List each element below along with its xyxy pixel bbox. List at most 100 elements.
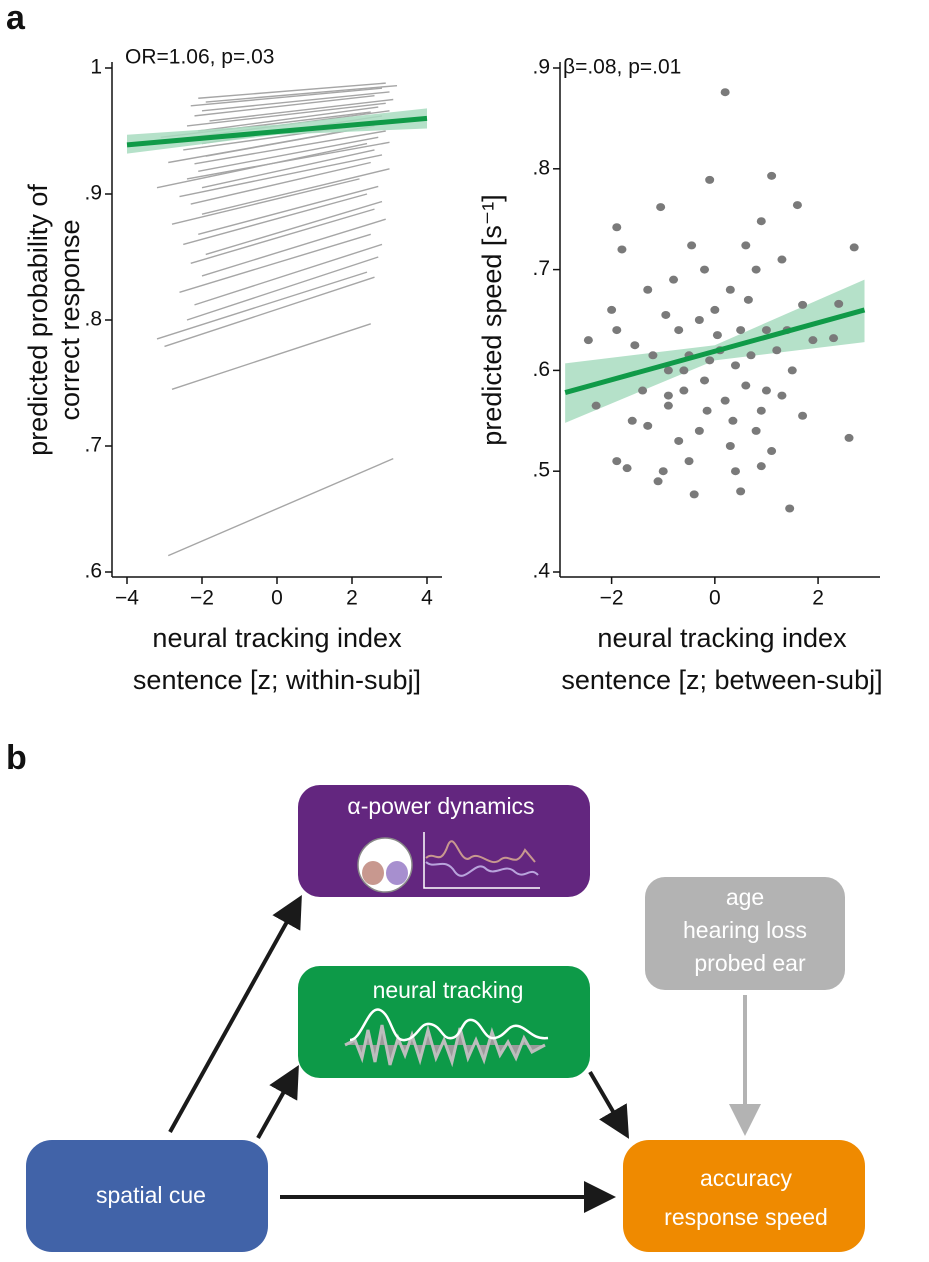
point bbox=[622, 464, 632, 473]
x-axis-label: neural tracking index bbox=[597, 623, 847, 653]
x-tick-label: 4 bbox=[421, 587, 433, 610]
y-tick-label: .9 bbox=[532, 56, 550, 79]
subject-line bbox=[171, 178, 360, 225]
point bbox=[705, 356, 715, 365]
subject-line bbox=[179, 233, 371, 293]
point bbox=[591, 401, 601, 410]
point bbox=[663, 366, 673, 375]
point bbox=[725, 285, 735, 294]
x-tick-label: 0 bbox=[709, 587, 721, 610]
point bbox=[746, 351, 756, 360]
point bbox=[736, 487, 746, 496]
x-tick-label: 0 bbox=[271, 587, 283, 610]
subject-line bbox=[194, 243, 383, 306]
point bbox=[627, 416, 637, 425]
subject-line bbox=[156, 271, 368, 340]
subject-line bbox=[168, 127, 360, 164]
point bbox=[834, 299, 844, 308]
subject-line bbox=[186, 102, 386, 127]
point bbox=[751, 426, 761, 435]
y-tick-label: .9 bbox=[84, 182, 102, 205]
point bbox=[583, 336, 593, 345]
y-axis-label: predicted probability of bbox=[23, 184, 53, 456]
point bbox=[767, 447, 777, 456]
y-tick-label: .6 bbox=[532, 358, 550, 381]
point bbox=[689, 490, 699, 499]
point bbox=[658, 467, 668, 476]
point bbox=[702, 406, 712, 415]
point bbox=[648, 351, 658, 360]
point bbox=[700, 376, 710, 385]
fit-line bbox=[126, 115, 428, 148]
point bbox=[630, 341, 640, 350]
point bbox=[756, 406, 766, 415]
point bbox=[798, 300, 808, 309]
x-tick-label: 2 bbox=[346, 587, 358, 610]
subject-line bbox=[156, 142, 368, 189]
x-axis-label: sentence [z; between-subj] bbox=[561, 665, 882, 695]
point bbox=[730, 467, 740, 476]
point bbox=[798, 411, 808, 420]
point bbox=[663, 401, 673, 410]
point bbox=[741, 241, 751, 250]
point bbox=[694, 426, 704, 435]
point bbox=[700, 265, 710, 274]
point bbox=[761, 326, 771, 335]
subject-line bbox=[201, 91, 390, 112]
node-label: response speed bbox=[664, 1204, 828, 1230]
y-tick-label: .5 bbox=[532, 459, 550, 482]
subject-line bbox=[201, 168, 390, 215]
subject-line bbox=[194, 95, 375, 117]
subject-line bbox=[194, 130, 386, 165]
point bbox=[607, 305, 617, 314]
point bbox=[612, 457, 622, 466]
x-tick-label: −2 bbox=[190, 587, 214, 610]
point bbox=[656, 203, 666, 212]
subject-line bbox=[198, 136, 379, 173]
point bbox=[674, 326, 684, 335]
panel-label: b bbox=[6, 739, 27, 777]
y-tick-label: .7 bbox=[84, 434, 102, 457]
node-label: hearing loss bbox=[683, 917, 807, 943]
point bbox=[612, 223, 622, 232]
y-tick-label: .4 bbox=[532, 560, 550, 583]
arrow bbox=[588, 1070, 630, 1139]
point bbox=[743, 295, 753, 304]
point bbox=[792, 201, 802, 210]
annotation: β=.08, p=.01 bbox=[563, 56, 681, 79]
arrow bbox=[256, 1065, 299, 1139]
point bbox=[785, 504, 795, 513]
subject-line bbox=[201, 149, 375, 189]
point bbox=[761, 386, 771, 395]
point bbox=[772, 346, 782, 355]
arrows bbox=[168, 895, 630, 1213]
point bbox=[712, 331, 722, 340]
y-tick-label: .8 bbox=[84, 308, 102, 331]
subject-line bbox=[190, 161, 371, 205]
point bbox=[725, 442, 735, 450]
tracking-icon bbox=[344, 1008, 549, 1068]
point bbox=[741, 381, 751, 390]
point bbox=[679, 386, 689, 395]
subject-line bbox=[198, 82, 386, 99]
point bbox=[643, 285, 653, 294]
annotation: OR=1.06, p=.03 bbox=[125, 46, 274, 69]
y-tick-label: .8 bbox=[532, 156, 550, 179]
point bbox=[736, 326, 746, 335]
point bbox=[808, 336, 818, 345]
point bbox=[720, 396, 730, 405]
subject-line bbox=[171, 323, 371, 390]
point bbox=[643, 421, 653, 430]
point bbox=[730, 361, 740, 370]
subject-line bbox=[190, 87, 383, 107]
subject-line bbox=[205, 84, 398, 103]
subject-line bbox=[183, 193, 368, 246]
point bbox=[674, 436, 684, 445]
x-tick-label: 2 bbox=[812, 587, 824, 610]
point bbox=[751, 265, 761, 274]
x-axis-label: sentence [z; within-subj] bbox=[133, 665, 421, 695]
node-label: neural tracking bbox=[373, 977, 524, 1003]
point bbox=[767, 171, 777, 180]
y-tick-label: 1 bbox=[90, 56, 102, 79]
y-tick-label: .7 bbox=[532, 257, 550, 280]
